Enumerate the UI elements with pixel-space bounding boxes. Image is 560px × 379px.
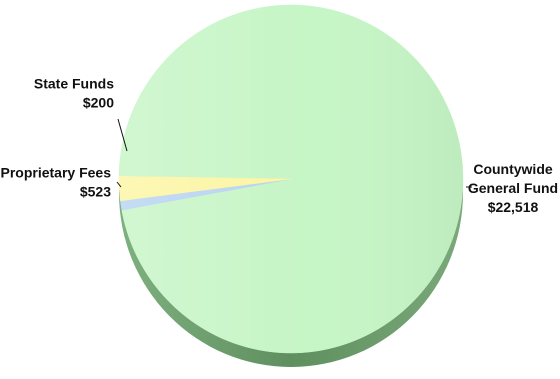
label-value-state-funds: $200 [83,95,114,111]
label-value-proprietary-fees: $523 [80,184,111,200]
label-state-funds: State Funds $200 [34,76,114,111]
leader-line-proprietary-fees [116,181,122,188]
label-countywide-general-fund: Countywide General Fund $22,518 [468,161,558,215]
label-name-countywide-general-fund: Countywide [473,161,553,177]
label-value-countywide-general-fund: $22,518 [488,199,539,215]
label-proprietary-fees: Proprietary Fees $523 [1,165,112,200]
pie-slices [118,4,464,354]
label-name-state-funds: State Funds [34,76,114,92]
leader-line-state-funds [117,118,128,152]
label-name-countywide-general-fund: General Fund [468,180,558,196]
label-name-proprietary-fees: Proprietary Fees [1,165,112,181]
pie-labels: Countywide General Fund $22,518 State Funds… [1,76,559,216]
